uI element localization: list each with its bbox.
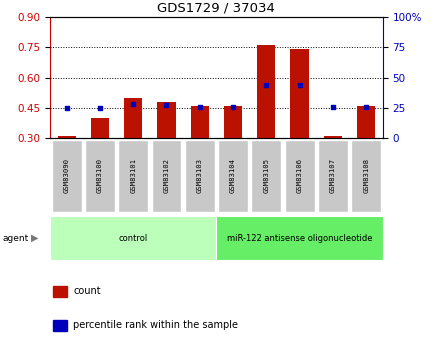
Text: miR-122 antisense oligonucleotide: miR-122 antisense oligonucleotide: [227, 234, 372, 243]
Text: ▶: ▶: [31, 233, 39, 243]
Point: [196, 104, 203, 109]
Point: [163, 103, 170, 108]
Bar: [323, 136, 341, 198]
Text: count: count: [73, 286, 101, 296]
Point: [262, 82, 269, 88]
FancyBboxPatch shape: [85, 139, 115, 213]
FancyBboxPatch shape: [184, 139, 214, 213]
Bar: [356, 106, 375, 198]
FancyBboxPatch shape: [317, 139, 347, 213]
Bar: [157, 102, 175, 198]
Bar: [57, 136, 76, 198]
FancyBboxPatch shape: [216, 216, 382, 260]
Point: [63, 105, 70, 110]
FancyBboxPatch shape: [52, 139, 82, 213]
Bar: [290, 49, 308, 198]
FancyBboxPatch shape: [284, 139, 314, 213]
Text: GSM83102: GSM83102: [163, 158, 169, 194]
Text: agent: agent: [2, 234, 28, 243]
Text: GSM83090: GSM83090: [63, 158, 69, 194]
Text: GSM83100: GSM83100: [97, 158, 103, 194]
Text: control: control: [118, 234, 148, 243]
FancyBboxPatch shape: [350, 139, 380, 213]
Text: percentile rank within the sample: percentile rank within the sample: [73, 321, 238, 330]
Point: [329, 104, 335, 109]
FancyBboxPatch shape: [151, 139, 181, 213]
Bar: [190, 106, 208, 198]
Title: GDS1729 / 37034: GDS1729 / 37034: [157, 2, 275, 15]
Bar: [53, 320, 66, 331]
Point: [229, 104, 236, 109]
Text: GSM83105: GSM83105: [263, 158, 269, 194]
Point: [129, 101, 136, 107]
Point: [96, 105, 103, 110]
Point: [296, 82, 302, 88]
FancyBboxPatch shape: [118, 139, 148, 213]
Bar: [124, 98, 142, 198]
FancyBboxPatch shape: [50, 216, 216, 260]
Text: GSM83107: GSM83107: [329, 158, 335, 194]
Text: GSM83103: GSM83103: [196, 158, 202, 194]
Text: GSM83108: GSM83108: [362, 158, 368, 194]
Text: GSM83106: GSM83106: [296, 158, 302, 194]
Bar: [256, 46, 275, 198]
Point: [362, 104, 369, 109]
FancyBboxPatch shape: [217, 139, 247, 213]
FancyBboxPatch shape: [251, 139, 281, 213]
Text: GSM83104: GSM83104: [230, 158, 236, 194]
Bar: [224, 106, 242, 198]
Bar: [53, 286, 66, 297]
Text: GSM83101: GSM83101: [130, 158, 136, 194]
Bar: [91, 118, 109, 198]
